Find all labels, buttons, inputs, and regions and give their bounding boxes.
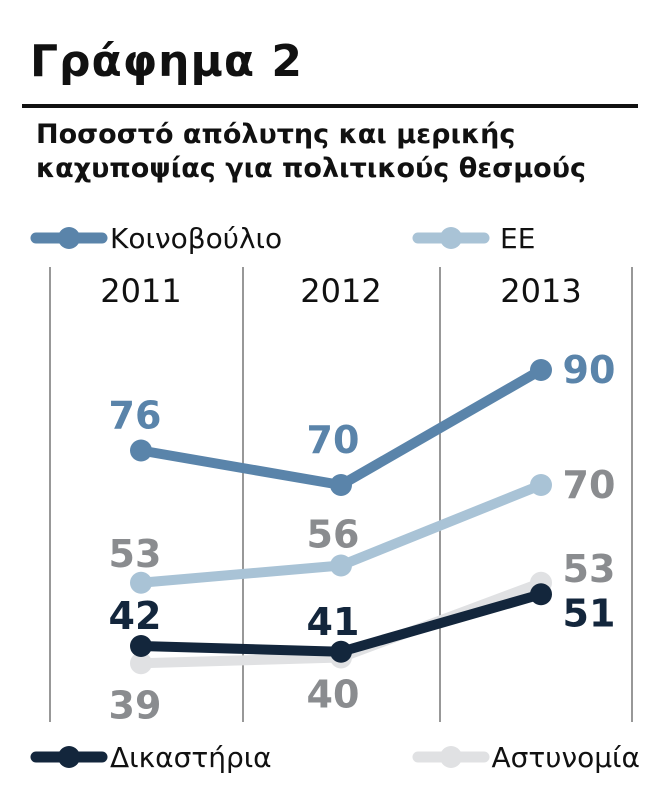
data-label: 53 bbox=[109, 532, 162, 576]
data-point bbox=[330, 640, 352, 663]
data-point bbox=[530, 583, 552, 606]
data-point bbox=[130, 652, 152, 675]
legend-marker-0 bbox=[58, 227, 80, 249]
legend-label: Κοινοβούλιο bbox=[110, 222, 282, 255]
chart-subtitle: Ποσοστό απόλυτης και μερικής καχυποψίας … bbox=[36, 118, 586, 186]
legend-marker-1 bbox=[440, 227, 462, 249]
data-point bbox=[130, 635, 152, 657]
data-label: 42 bbox=[109, 594, 162, 638]
data-point bbox=[530, 359, 552, 381]
subtitle-line-1: Ποσοστό απόλυτης και μερικής bbox=[36, 119, 516, 150]
legend-label: Αστυνομία bbox=[492, 741, 640, 774]
legend-label: ΕΕ bbox=[500, 222, 535, 255]
subtitle-line-2: καχυποψίας για πολιτικούς θεσμούς bbox=[36, 153, 586, 184]
data-label: 39 bbox=[109, 683, 162, 727]
x-tick-label: 2013 bbox=[500, 272, 581, 310]
legend-marker-3 bbox=[440, 746, 462, 768]
data-label: 76 bbox=[109, 394, 162, 438]
data-point bbox=[330, 554, 352, 577]
data-label: 41 bbox=[307, 600, 360, 644]
title-divider bbox=[22, 104, 638, 108]
data-label: 40 bbox=[307, 673, 360, 717]
data-label: 70 bbox=[563, 463, 616, 507]
data-label: 70 bbox=[307, 418, 360, 462]
data-point bbox=[530, 474, 552, 496]
data-label: 56 bbox=[307, 513, 360, 557]
legend-marker-2 bbox=[58, 746, 80, 768]
data-point bbox=[130, 571, 152, 594]
data-label: 51 bbox=[563, 591, 616, 635]
x-tick-label: 2011 bbox=[100, 272, 181, 310]
chart-title: Γράφημα 2 bbox=[30, 36, 304, 87]
legend-label: Δικαστήρια bbox=[110, 741, 272, 774]
data-label: 90 bbox=[563, 348, 616, 392]
data-label: 53 bbox=[563, 547, 616, 591]
data-point bbox=[330, 474, 352, 496]
x-tick-label: 2012 bbox=[300, 272, 381, 310]
data-point bbox=[130, 439, 152, 462]
